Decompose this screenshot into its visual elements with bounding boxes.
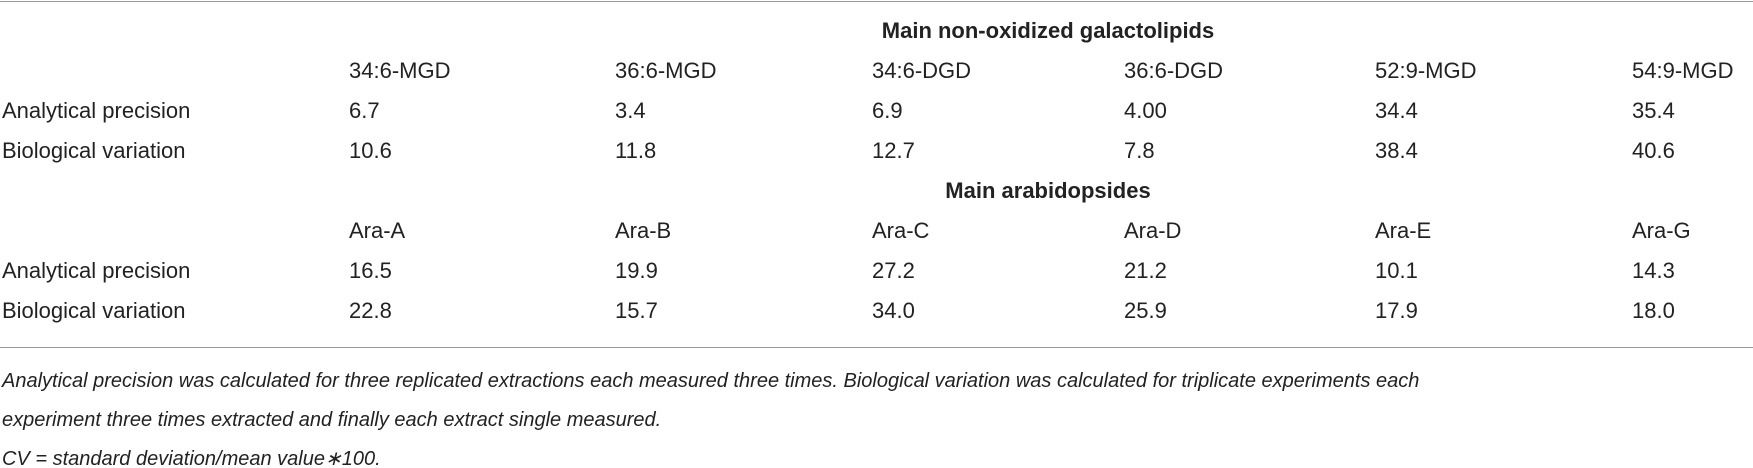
column-header: 34:6-MGD: [349, 58, 451, 83]
cell: 7.8: [1124, 138, 1155, 163]
cell: 6.7: [349, 98, 380, 123]
cell: 38.4: [1375, 138, 1418, 163]
cell: 16.5: [349, 258, 392, 283]
cell: 15.7: [615, 298, 658, 323]
section-title: Main non-oxidized galactolipids: [881, 18, 1215, 43]
cell: 22.8: [349, 298, 392, 323]
cell: 11.8: [615, 138, 657, 163]
row-label: Analytical precision: [2, 258, 191, 283]
cell: 34.0: [872, 298, 915, 323]
column-header: 36:6-DGD: [1124, 58, 1224, 83]
column-header: 52:9-MGD: [1375, 58, 1477, 83]
cell: 10.6: [349, 138, 392, 163]
footnote: experiment three times extracted and fin…: [2, 409, 662, 431]
cell: 34.4: [1375, 98, 1418, 123]
column-header: 36:6-MGD: [615, 58, 717, 83]
column-header: Ara-B: [615, 218, 672, 243]
column-header: 34:6-DGD: [872, 58, 972, 83]
cell: 14.3: [1632, 258, 1675, 283]
cell: 40.6: [1632, 138, 1675, 163]
column-header: Ara-G: [1632, 218, 1691, 243]
section-title: Main arabidopsides: [945, 178, 1151, 203]
column-header: Ara-A: [349, 218, 406, 243]
cell: 19.9: [615, 258, 658, 283]
bottom-rule: [0, 347, 1753, 348]
cell: 25.9: [1124, 298, 1167, 323]
cell: 27.2: [872, 258, 915, 283]
row-label: Biological variation: [2, 298, 186, 323]
cell: 6.9: [872, 98, 903, 123]
cell: 3.4: [615, 98, 646, 123]
column-header: 54:9-MGD: [1632, 58, 1734, 83]
row-label: Analytical precision: [2, 98, 191, 123]
cell: 18.0: [1632, 298, 1675, 323]
footnote: Analytical precision was calculated for …: [2, 370, 1420, 392]
cell: 35.4: [1632, 98, 1675, 123]
column-header: Ara-C: [872, 218, 930, 243]
cell: 4.00: [1124, 98, 1167, 123]
cell: 21.2: [1124, 258, 1167, 283]
column-header: Ara-D: [1124, 218, 1182, 243]
top-rule: [0, 1, 1753, 2]
cell: 10.1: [1375, 258, 1418, 283]
cell: 17.9: [1375, 298, 1418, 323]
cell: 12.7: [872, 138, 915, 163]
footnote: CV = standard deviation/mean value∗100.: [2, 448, 381, 468]
row-label: Biological variation: [2, 138, 186, 163]
column-header: Ara-E: [1375, 218, 1432, 243]
